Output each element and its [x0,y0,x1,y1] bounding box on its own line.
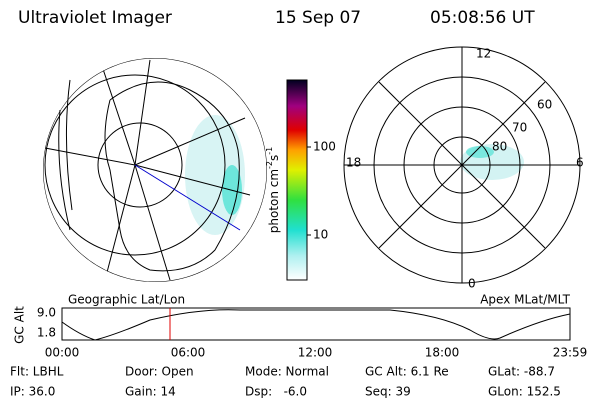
time: 05:08:56 UT [430,8,535,28]
mlat-label: 60 [537,98,552,112]
alt-ytick: 9.0 [37,306,56,320]
mlat-label: 70 [512,121,527,135]
mlt-label: 6 [576,156,584,170]
info-field: GLon: 152.5 [488,385,561,399]
label-part: photon cm [267,169,281,233]
mlt-label: 0 [468,277,476,291]
info-field: Door: Open [125,365,194,379]
info-field: Mode: Normal [245,365,329,379]
info-field: Dsp: -6.0 [245,385,307,399]
info-field: GLat: -88.7 [488,365,555,379]
info-field: Flt: LBHL [10,365,64,379]
label-part: s [267,155,281,161]
colorbar-tick-label: 100 [313,140,336,154]
mlat-label: 80 [492,140,507,154]
info-field: Gain: 14 [125,385,176,399]
label-part: -2 [265,161,274,169]
globe [43,58,267,282]
mlt-label: 18 [346,156,361,170]
title: Ultraviolet Imager [18,8,172,28]
date: 15 Sep 07 [275,8,361,28]
info: Flt: LBHL Door: Open Mode: Normal GC Alt: 6… [10,365,561,399]
mlt-label: 12 [476,47,491,61]
left-label: Geographic Lat/Lon [68,293,185,307]
right-label: Apex MLat/MLT [480,293,570,307]
colorbar [286,79,308,281]
alt-ylabel: GC Alt [13,306,27,344]
label-part: -1 [265,147,274,155]
polar-plot [343,46,581,284]
info-field: IP: 36.0 [10,385,55,399]
alt-xtick: 23:59 [553,346,588,360]
info-field: Seq: 39 [365,385,411,399]
alt-xtick: 12:00 [298,346,333,360]
altitude-frame [61,307,571,341]
alt-xtick: 18:00 [425,346,460,360]
colorbar-tick-label: 10 [313,228,328,242]
coast [58,79,73,231]
altitude-curve [61,309,571,341]
alt-xtick: 06:00 [171,346,206,360]
info-field: GC Alt: 6.1 Re [365,365,449,379]
colorbar-label: photon cm-2s-1 [265,147,281,234]
alt-ytick: 1.8 [37,326,56,340]
alt-xtick: 00:00 [45,346,80,360]
